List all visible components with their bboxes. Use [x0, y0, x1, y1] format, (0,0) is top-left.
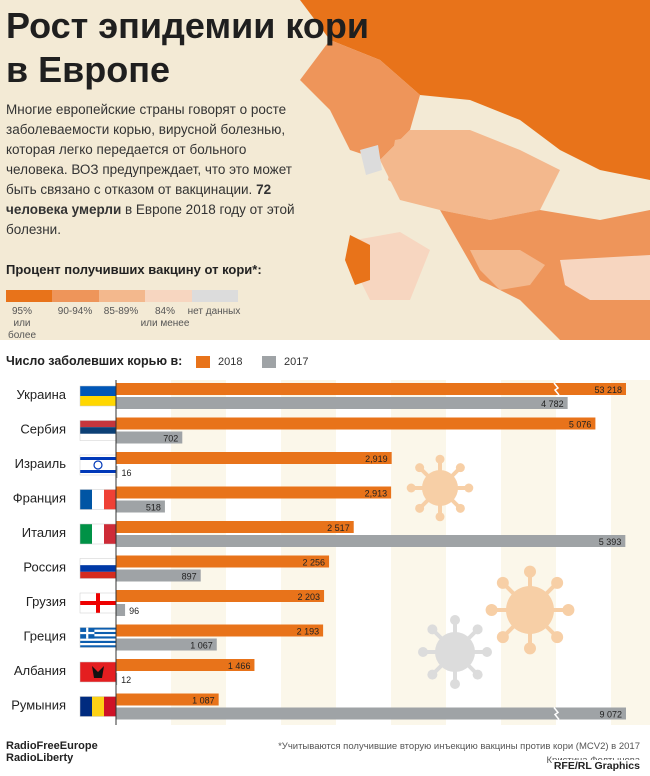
flag-icon	[79, 661, 117, 683]
bar-2018	[116, 383, 626, 395]
bar-2017-label: 702	[163, 434, 178, 444]
bar-2018-label: 2,913	[365, 489, 388, 499]
legend-label-85-89: 85-89%	[103, 306, 139, 317]
europe-map	[300, 0, 650, 340]
bar-2018	[116, 555, 330, 568]
bar-2018	[116, 452, 392, 464]
graphics-credit: RFE/RL Graphics	[551, 760, 642, 772]
grid-band	[611, 380, 650, 725]
bar-2017-label: 12	[121, 675, 131, 685]
country-label: Россия	[23, 560, 66, 575]
bar-2017-label: 96	[129, 606, 139, 616]
flag-icon	[79, 420, 117, 441]
flag-icon	[79, 627, 117, 648]
bar-2018-label: 2 517	[327, 523, 350, 533]
bar-2018-label: 2 193	[297, 627, 320, 637]
virus-icon	[485, 565, 575, 655]
bar-2017	[116, 638, 217, 651]
bar-2017	[116, 500, 165, 513]
legend-swatch-95	[6, 290, 53, 302]
flag-icon	[79, 523, 117, 545]
country-label: Румыния	[11, 698, 66, 713]
country-label: Италия	[22, 525, 66, 540]
grid-band	[501, 380, 556, 725]
legend-swatch-no-data	[191, 290, 239, 302]
bar-2017	[116, 397, 568, 409]
bar-2017-label: 897	[182, 572, 197, 582]
bar-2017	[116, 431, 183, 444]
bar-2018-label: 5 076	[569, 420, 592, 430]
bar-2017	[116, 535, 626, 547]
flag-icon	[79, 489, 117, 510]
grid-band	[281, 380, 336, 725]
bar-2018	[116, 659, 255, 671]
country-label: Греция	[23, 629, 66, 644]
bar-2017-label: 5 393	[599, 537, 622, 547]
vaccine-legend-title: Процент получивших вакцину от кори*:	[6, 262, 262, 277]
bar-2018	[116, 624, 324, 637]
flag-icon	[79, 385, 117, 407]
deaths-highlight: 72 человека умерли	[6, 182, 272, 217]
legend-label-2017: 2017	[284, 356, 309, 368]
country-label: Албания	[14, 663, 66, 678]
legend-label-90-94: 90-94%	[57, 306, 93, 317]
bar-2018	[116, 521, 354, 533]
bar-2017-label: 4 782	[541, 399, 564, 409]
legend-swatch-90-94	[52, 290, 99, 302]
title-line-1: Рост эпидемии кори	[6, 5, 369, 46]
bar-2017	[116, 466, 118, 478]
bar-2017	[116, 569, 201, 582]
axis-break-icon	[553, 382, 560, 396]
bar-2018-label: 53 218	[594, 385, 622, 395]
virus-icon	[406, 454, 474, 522]
bar-2018	[116, 590, 325, 602]
bar-2017	[116, 707, 626, 720]
rfe-logo: RadioFreeEurope RadioLiberty	[6, 740, 98, 764]
country-label: Франция	[13, 491, 66, 506]
bar-2017-label: 1 067	[190, 641, 213, 651]
legend-swatch-85-89	[98, 290, 146, 302]
header-section: Рост эпидемии кори в Европе Многие европ…	[0, 0, 650, 340]
flag-icon	[79, 454, 117, 476]
legend-label-84: 84% или менее	[140, 306, 190, 329]
chart-title: Число заболевших корью в:	[6, 354, 183, 368]
bar-2018-label: 1 466	[228, 661, 251, 671]
bar-2018-label: 1 087	[192, 696, 215, 706]
legend-swatch-84	[145, 290, 192, 302]
legend-label-95: 95% или более	[7, 306, 37, 340]
bar-2017	[116, 604, 126, 616]
country-label: Сербия	[20, 422, 66, 437]
axis-break-icon	[553, 707, 560, 720]
legend-label-2018: 2018	[218, 356, 243, 368]
bar-2017-label: 518	[146, 503, 161, 513]
flag-icon	[79, 558, 117, 579]
bar-2018	[116, 486, 392, 499]
virus-icon	[418, 615, 492, 689]
bar-2017-label: 9 072	[599, 710, 622, 720]
flag-icon	[79, 592, 117, 614]
chart-section: Число заболевших корью в: 2018 2017 Укра…	[0, 340, 650, 776]
bar-2018	[116, 417, 596, 430]
legend-swatch-2017	[262, 356, 276, 368]
legend-label-no-data: нет данных	[187, 306, 241, 317]
bar-2018-label: 2,919	[365, 454, 388, 464]
bar-chart: Украина 53 218 4 782 Сербия 5 076 702 Израиль 2…	[11, 380, 650, 725]
bar-2017-label: 16	[122, 468, 132, 478]
bar-2018-label: 2 203	[298, 592, 321, 602]
country-label: Грузия	[26, 594, 66, 609]
vaccine-legend-bar	[6, 290, 239, 302]
europe-map-shapes	[300, 0, 650, 340]
grid-band	[391, 380, 446, 725]
bar-2018	[116, 693, 219, 706]
bar-2017	[116, 673, 118, 685]
legend-swatch-2018	[196, 356, 210, 368]
title-line-2: в Европе	[6, 49, 171, 90]
flag-icon	[79, 696, 117, 717]
country-label: Украина	[17, 387, 67, 402]
intro-text: Многие европейские страны говорят о рост…	[6, 102, 295, 237]
bar-2018-label: 2 256	[303, 558, 326, 568]
country-label: Израиль	[15, 456, 67, 471]
